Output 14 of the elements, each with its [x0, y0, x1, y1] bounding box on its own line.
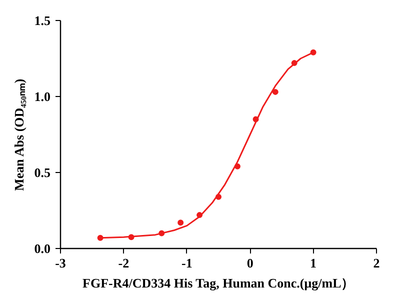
- y-tick-label: 0.0: [34, 241, 50, 256]
- x-axis-title: FGF-R4/CD334 His Tag, Human Conc.(μg/mL）: [82, 276, 354, 290]
- point: [178, 220, 184, 226]
- x-tick-label: -1: [181, 256, 192, 270]
- x-tick-label: 0: [246, 256, 254, 270]
- x-tick-label: 2: [373, 256, 380, 270]
- x-tick-label: -3: [55, 256, 66, 270]
- point: [272, 88, 278, 95]
- y-tick-label: 1.0: [34, 89, 50, 104]
- x-tick-label: -2: [118, 256, 130, 270]
- y-axis-title: Mean Abs (OD₄₅₀ₙₘ): [11, 78, 26, 191]
- y-tick-label: 1.5: [34, 13, 51, 28]
- x-tick-label: 1: [310, 256, 317, 270]
- y-tick-label: 0.5: [34, 165, 51, 180]
